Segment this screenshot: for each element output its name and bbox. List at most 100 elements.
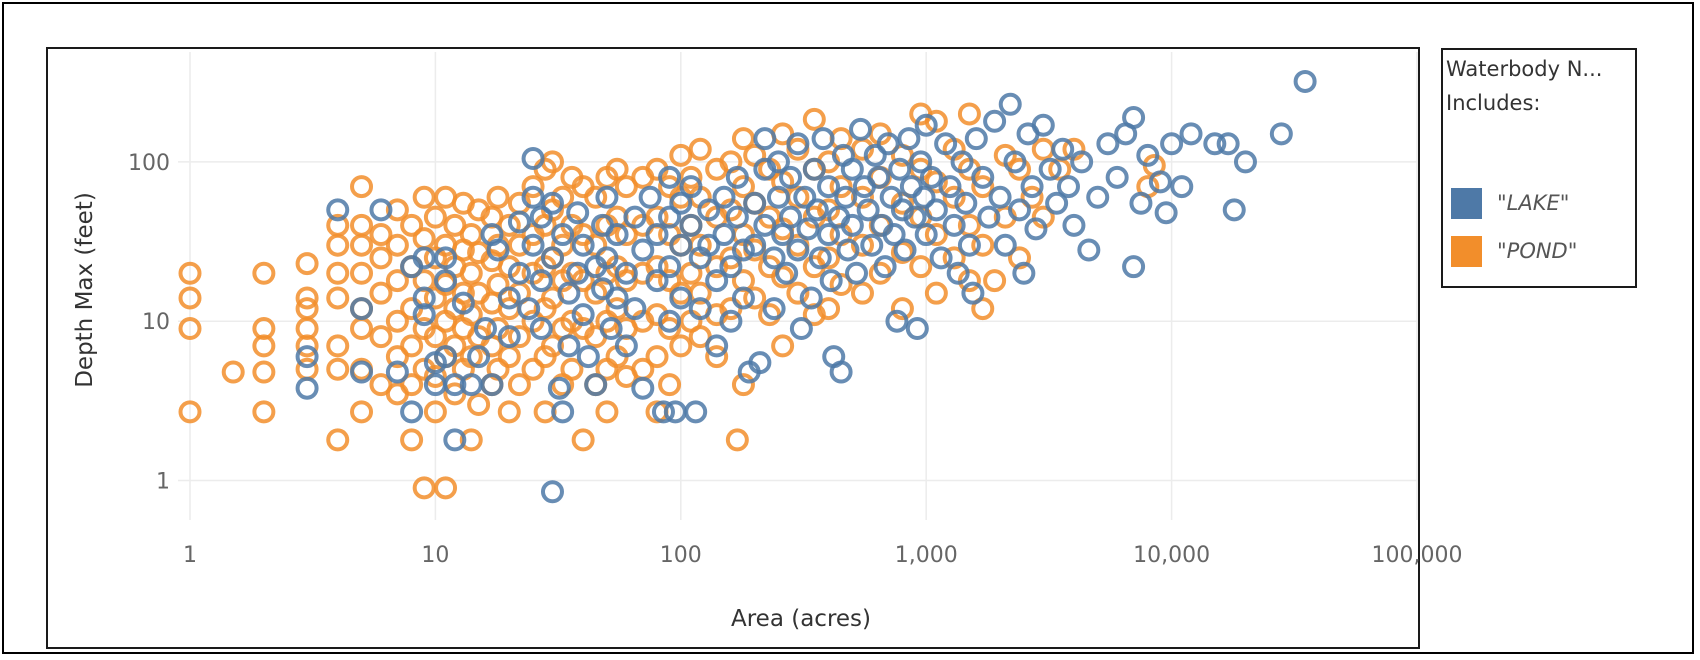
data-point-lake — [796, 217, 820, 241]
data-point-lake — [412, 246, 436, 270]
legend-title: Waterbody N... — [1446, 57, 1603, 81]
data-point-lake — [1160, 132, 1184, 156]
data-point-pond — [369, 281, 393, 305]
data-point-lake — [326, 198, 350, 222]
data-point-lake — [786, 238, 810, 262]
data-point-lake — [443, 428, 467, 452]
data-point-lake — [529, 269, 553, 293]
data-point-lake — [1008, 198, 1032, 222]
data-point-lake — [697, 233, 721, 257]
data-point-lake — [350, 360, 374, 384]
data-point-pond — [350, 233, 374, 257]
data-point-lake — [879, 185, 903, 209]
data-point-lake — [876, 132, 900, 156]
data-point-lake — [789, 317, 813, 341]
legend-label-pond: "POND" — [1497, 239, 1578, 263]
data-point-lake — [1122, 255, 1146, 279]
data-point-lake — [1122, 106, 1146, 130]
data-point-lake — [834, 185, 858, 209]
data-point-lake — [743, 233, 767, 257]
data-point-lake — [786, 132, 810, 156]
data-point-pond — [385, 233, 409, 257]
data-point-lake — [679, 213, 703, 237]
x-tick-label: 10 — [421, 543, 449, 568]
data-point-lake — [817, 223, 841, 247]
data-point-lake — [743, 191, 767, 215]
data-point-lake — [779, 205, 803, 229]
data-point-lake — [651, 400, 675, 424]
data-point-pond — [521, 357, 545, 381]
data-point-lake — [998, 92, 1022, 116]
data-point-lake — [385, 360, 409, 384]
data-point-pond — [459, 428, 483, 452]
data-point-pond — [1020, 185, 1044, 209]
data-point-lake — [849, 117, 873, 141]
data-point-lake — [1293, 69, 1317, 93]
data-point-pond — [571, 428, 595, 452]
data-point-pond — [743, 286, 767, 310]
data-point-pond — [614, 175, 638, 199]
data-point-pond — [971, 233, 995, 257]
data-point-lake — [712, 185, 736, 209]
data-point-lake — [623, 205, 647, 229]
data-point-lake — [547, 376, 571, 400]
data-point-lake — [1269, 122, 1293, 146]
data-point-lake — [497, 286, 521, 310]
data-point-lake — [1070, 150, 1094, 174]
data-point-lake — [595, 246, 619, 270]
data-point-lake — [473, 317, 497, 341]
data-point-lake — [905, 317, 929, 341]
data-point-pond — [443, 213, 467, 237]
data-point-pond — [850, 185, 874, 209]
data-point-lake — [658, 309, 682, 333]
data-point-lake — [993, 233, 1017, 257]
legend-item-pond[interactable]: "POND" — [1451, 234, 1577, 268]
data-point-pond — [688, 137, 712, 161]
data-point-pond — [385, 309, 409, 333]
data-point-pond — [507, 373, 531, 397]
data-point-lake — [295, 376, 319, 400]
data-point-pond — [443, 382, 467, 406]
data-point-lake — [731, 286, 755, 310]
legend-swatch-lake — [1451, 187, 1482, 219]
data-point-pond — [584, 233, 608, 257]
data-point-lake — [1096, 132, 1120, 156]
data-point-pond — [412, 476, 436, 500]
data-point-pond — [497, 400, 521, 424]
data-point-lake — [753, 213, 777, 237]
data-point-pond — [178, 400, 202, 424]
data-point-pond — [369, 223, 393, 247]
data-point-lake — [1105, 165, 1129, 189]
data-point-pond — [423, 364, 447, 388]
data-point-lake — [599, 317, 623, 341]
x-tick-label: 1 — [183, 543, 197, 568]
data-point-pond — [423, 325, 447, 349]
data-point-lake — [897, 127, 921, 151]
data-point-lake — [1129, 191, 1153, 215]
data-point-pond — [486, 185, 510, 209]
data-point-pond — [295, 252, 319, 276]
data-point-lake — [977, 205, 1001, 229]
data-point-lake — [893, 238, 917, 262]
data-point-lake — [845, 261, 869, 285]
data-point-pond — [326, 357, 350, 381]
data-point-lake — [497, 325, 521, 349]
data-point-lake — [957, 233, 981, 257]
data-point-lake — [1012, 261, 1036, 285]
data-point-lake — [443, 373, 467, 397]
data-point-pond — [295, 334, 319, 358]
data-point-lake — [451, 291, 475, 315]
data-point-lake — [645, 269, 669, 293]
data-point-pond — [434, 476, 458, 500]
x-tick-label: 100 — [660, 543, 702, 568]
data-point-pond — [507, 325, 531, 349]
data-point-lake — [369, 198, 393, 222]
data-point-lake — [914, 223, 938, 247]
data-point-lake — [614, 334, 638, 358]
legend-item-lake[interactable]: "LAKE" — [1451, 186, 1569, 220]
data-point-pond — [400, 334, 424, 358]
data-point-pond — [890, 297, 914, 321]
data-point-pond — [252, 360, 276, 384]
